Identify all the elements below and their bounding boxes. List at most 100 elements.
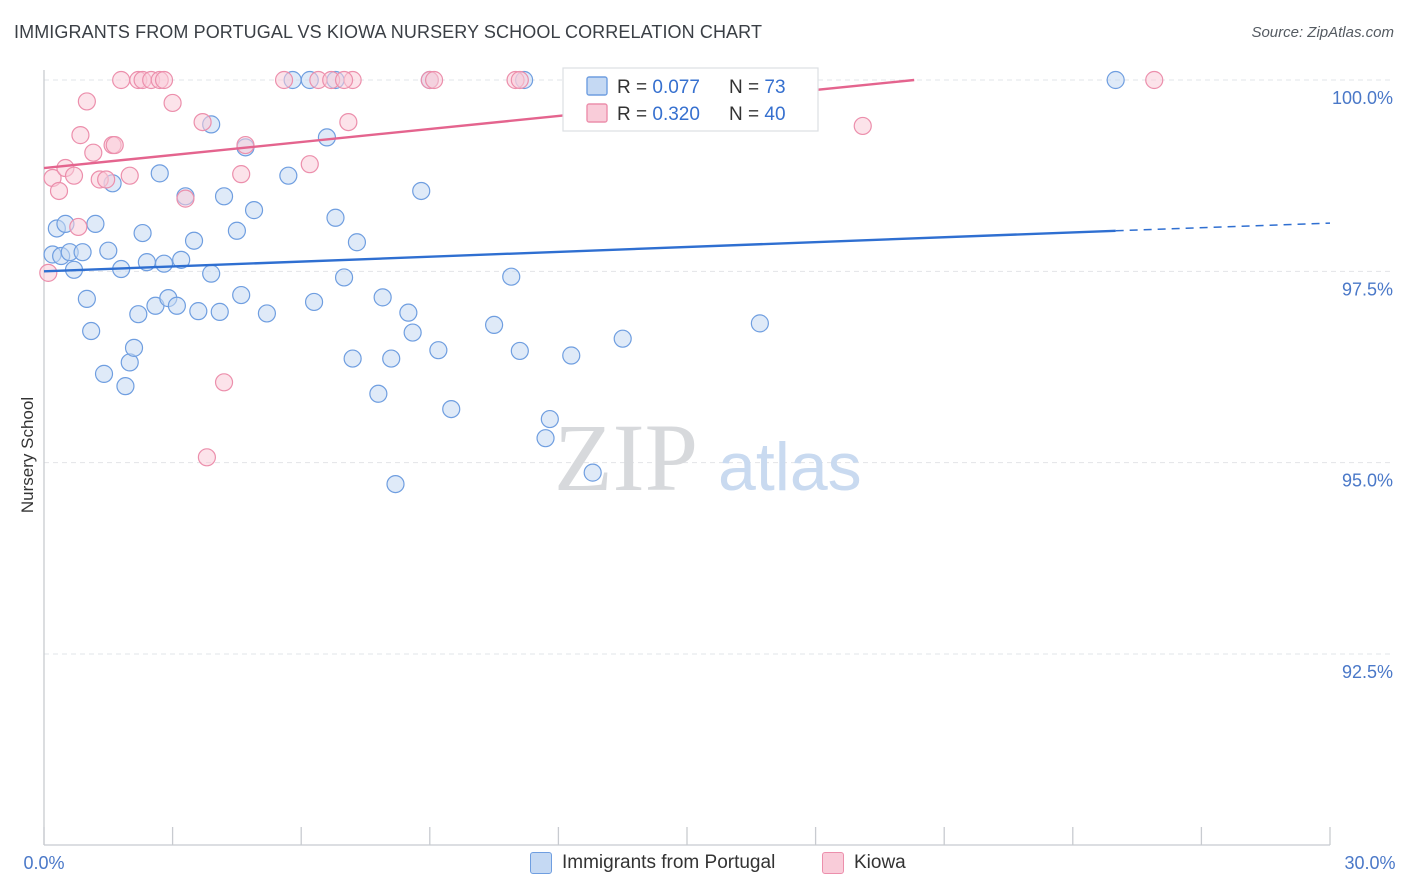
kiowa-point-31 [339,112,358,132]
portugal-point-49 [373,288,392,307]
portugal-point-62 [536,429,555,448]
portugal-point-63 [540,409,559,429]
portugal-point-53 [403,323,422,342]
portugal-point-16 [124,338,144,357]
portugal-point-28 [189,302,208,321]
y-tick-labels: 100.0% 97.5% 95.0% 92.5% [1332,88,1393,682]
legend-label-portugal: Immigrants from Portugal [562,852,776,873]
portugal-point-36 [244,201,264,220]
kiowa-point-38 [1145,70,1164,90]
portugal-point-30 [202,264,221,283]
grid-lines [44,79,1390,655]
portugal-point-71 [750,314,769,333]
legend-swatch-portugal [530,852,552,874]
stats-swatch-pink [586,103,608,123]
kiowa-point-34 [424,70,444,90]
stat-n-value-0: 73 [764,77,785,98]
stat-n-value-1: 40 [764,104,785,125]
kiowa-point-19 [154,70,174,90]
series-legend: Immigrants from Portugal Kiowa [0,852,1406,878]
stat-r-label-0: R = [617,77,652,98]
portugal-trend-extension [1115,222,1331,232]
portugal-point-32 [214,187,234,206]
stat-n-label-0: N = [729,77,764,98]
watermark: ZIP atlas [554,404,862,511]
portugal-point-57 [442,399,461,419]
kiowa-point-27 [274,70,294,90]
kiowa-point-25 [232,165,251,184]
portugal-point-22 [154,254,174,273]
svg-text:N = 40: N = 40 [729,104,786,125]
kiowa-point-5 [69,217,88,237]
portugal-point-42 [317,128,337,147]
kiowa-point-20 [163,93,182,113]
portugal-point-54 [412,181,431,201]
watermark-zip: ZIP [554,404,698,511]
y-tick-label-1: 97.5% [1342,279,1393,299]
y-tick-label-3: 92.5% [1342,662,1393,682]
kiowa-point-36 [510,70,529,90]
stat-r-value-1: 0.320 [652,104,700,125]
kiowa-point-12 [105,135,124,155]
portugal-point-11 [99,241,118,260]
kiowa-point-14 [120,166,139,185]
portugal-point-58 [485,315,504,335]
kiowa-point-8 [84,143,103,162]
portugal-point-21 [150,164,169,183]
kiowa-point-22 [193,112,212,132]
kiowa-point-28 [300,155,319,174]
portugal-trend-line [43,229,1116,273]
portugal-point-44 [326,208,345,227]
chart-title: IMMIGRANTS FROM PORTUGAL VS KIOWA NURSER… [14,22,763,42]
portugal-point-17 [129,305,148,324]
portugal-point-9 [86,214,105,233]
kiowa-point-10 [97,170,116,189]
kiowa-point-13 [112,70,131,90]
legend-item-kiowa[interactable]: Kiowa [822,852,906,874]
portugal-point-14 [116,377,135,396]
portugal-point-25 [172,250,191,269]
portugal-point-50 [382,349,401,368]
y-tick-label-2: 95.0% [1342,471,1393,491]
portugal-point-37 [257,304,277,323]
portugal-point-65 [583,463,602,482]
portugal-point-45 [334,268,354,287]
kiowa-point-6 [71,126,90,145]
portugal-point-52 [399,303,418,322]
portugal-point-67 [613,329,632,348]
axes [43,70,1331,846]
kiowa-point-7 [77,92,96,111]
stats-legend: R = 0.077 N = 73 R = 0.320 N = 40 [562,67,819,132]
portugal-point-56 [429,341,448,360]
portugal-point-48 [369,384,388,403]
kiowa-point-26 [236,135,255,155]
stat-r-value-0: 0.077 [652,77,700,98]
portugal-point-24 [167,296,186,315]
portugal-point-64 [562,346,581,365]
portugal-point-18 [133,223,152,243]
portugal-point-47 [347,233,367,252]
portugal-point-38 [279,166,298,185]
y-axis-label: Nursery School [18,397,37,513]
y-tick-label-0: 100.0% [1332,88,1393,108]
stats-swatch-blue [586,76,608,96]
legend-item-portugal[interactable]: Immigrants from Portugal [530,852,775,874]
portugal-point-33 [227,221,246,240]
kiowa-point-0 [39,263,58,282]
legend-swatch-kiowa [822,852,844,874]
kiowa-point-24 [214,373,234,392]
portugal-point-10 [94,364,114,383]
stat-r-label-1: R = [617,104,652,125]
kiowa-point-39 [334,70,354,90]
x-tick-label-max: 30.0% [1344,853,1395,873]
source-label: Source: ZipAtlas.com [1251,24,1394,41]
svg-text:R = 0.320: R = 0.320 [617,104,700,125]
portugal-point-6 [73,243,92,262]
kiowa-point-23 [197,448,216,467]
portugal-point-31 [210,302,229,321]
portugal-point-72 [1106,70,1125,90]
kiowa-point-21 [176,189,195,208]
portugal-point-8 [82,321,101,341]
portugal-point-60 [510,341,529,361]
